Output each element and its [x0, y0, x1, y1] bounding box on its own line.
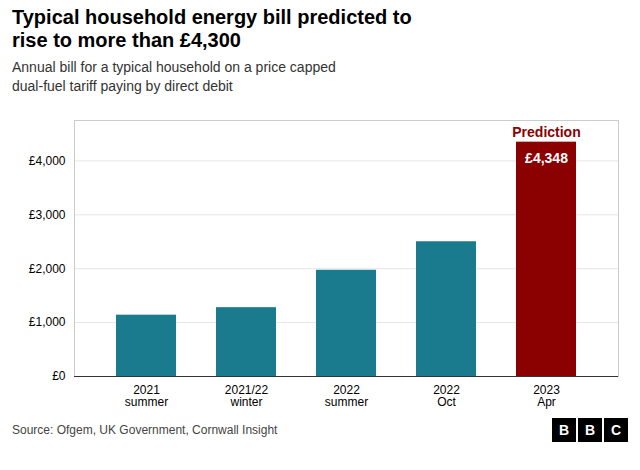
html-text:B: B	[558, 421, 570, 438]
html-text:Source: Ofgem, UK Government,: Source: Ofgem, UK Government, Cornwall I…	[12, 422, 278, 437]
svg-text:2021/22winter: 2021/22winter	[225, 383, 269, 409]
html-text:Annual bill for a typical hous: Annual bill for a typical household on a…	[12, 59, 336, 94]
svg-text:2022Oct: 2022Oct	[433, 383, 460, 409]
svg-text:£1,000: £1,000	[29, 315, 66, 329]
html-text:C: C	[610, 421, 622, 438]
svg-text:2022summer: 2022summer	[325, 383, 368, 409]
svg-text:2023Apr: 2023Apr	[533, 383, 560, 409]
svg-text:2021summer: 2021summer	[125, 383, 168, 409]
html-text:Typical household energy bill: Typical household energy bill predicted …	[12, 6, 412, 51]
svg-text:£2,000: £2,000	[29, 261, 66, 275]
svg-text:£0: £0	[52, 369, 66, 383]
svg-text:£3,000: £3,000	[29, 207, 66, 221]
svg-text:£4,348: £4,348	[525, 149, 568, 165]
svg-text:£4,000: £4,000	[29, 154, 66, 168]
svg-text:Prediction: Prediction	[512, 123, 580, 139]
html-text:B: B	[584, 421, 596, 438]
